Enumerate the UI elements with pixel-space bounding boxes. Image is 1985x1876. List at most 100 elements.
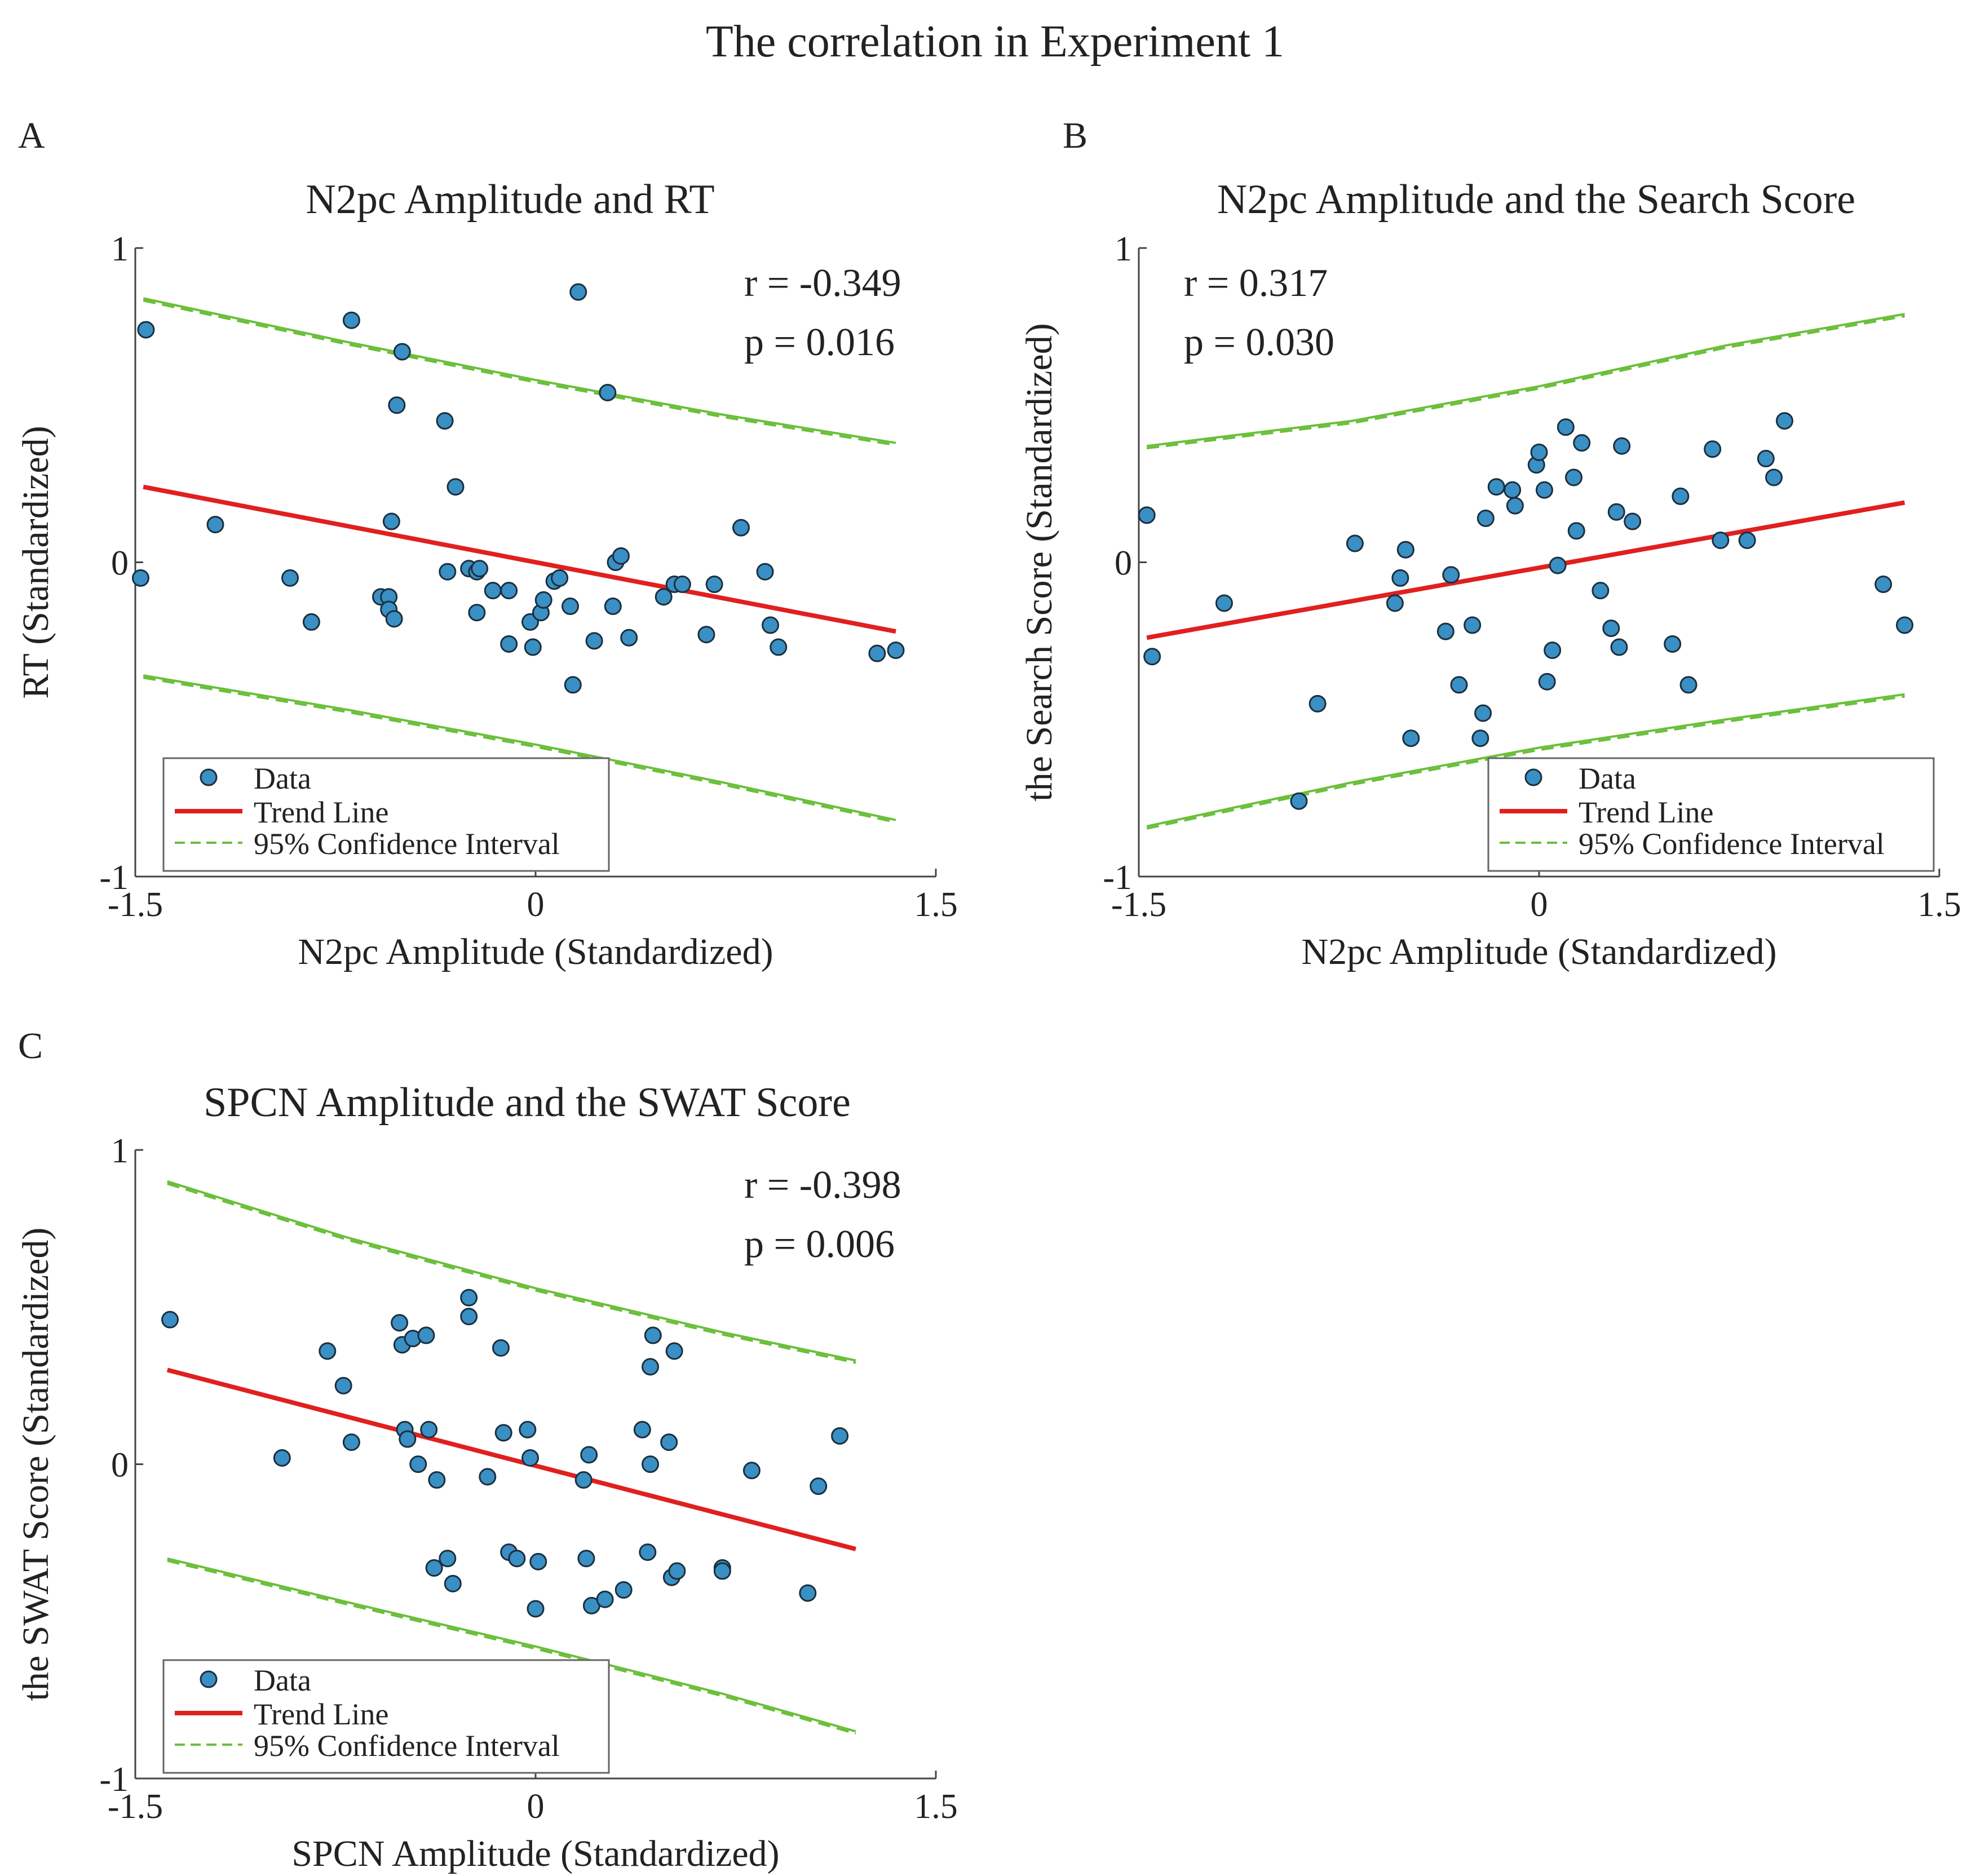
- x-axis-label: N2pc Amplitude (Standardized): [1301, 931, 1776, 972]
- data-point: [1565, 468, 1583, 486]
- data-point: [1664, 635, 1682, 653]
- data-point: [668, 1562, 686, 1580]
- data-point: [633, 1421, 651, 1439]
- data-point: [1215, 594, 1233, 612]
- ci-upper-line: [167, 1180, 856, 1362]
- data-point: [494, 1424, 512, 1442]
- data-point: [1591, 582, 1610, 600]
- panel-a-letter: A: [18, 115, 45, 156]
- y-tick-label: -1: [99, 859, 129, 897]
- data-point: [713, 1562, 731, 1580]
- data-point: [642, 1455, 660, 1473]
- data-point: [342, 311, 360, 329]
- data-point: [131, 569, 149, 587]
- ci-lower-dashed-line: [1146, 695, 1905, 830]
- data-point: [1757, 450, 1775, 468]
- data-point: [810, 1477, 828, 1496]
- data-point: [524, 638, 542, 656]
- data-point: [1506, 497, 1524, 515]
- data-point: [468, 604, 486, 622]
- legend-label: Trend Line: [254, 795, 389, 829]
- data-point: [521, 1449, 540, 1467]
- data-point: [604, 598, 622, 616]
- panel-c-title: SPCN Amplitude and the SWAT Score: [204, 1079, 851, 1126]
- legend-box: [162, 757, 610, 872]
- data-point: [161, 1311, 179, 1329]
- r-value: r = 0.317: [1184, 262, 1328, 305]
- data-point: [868, 644, 886, 662]
- data-point: [1504, 481, 1522, 499]
- y-tick-label: 0: [1115, 545, 1132, 583]
- data-point: [1450, 676, 1468, 694]
- data-point: [1474, 704, 1492, 722]
- data-point: [620, 629, 638, 647]
- r-value: r = -0.398: [744, 1163, 901, 1207]
- ci-upper-line: [143, 297, 896, 444]
- data-point: [1775, 412, 1793, 430]
- x-tick-label: 1.5: [914, 1787, 958, 1826]
- data-point: [342, 1433, 360, 1451]
- legend-label: Data: [254, 1663, 311, 1697]
- data-point: [1476, 509, 1495, 527]
- legend-label: 95% Confidence Interval: [254, 1729, 560, 1763]
- data-point: [577, 1550, 595, 1568]
- x-tick-label: 0: [527, 886, 545, 924]
- ci-upper-line: [1146, 313, 1905, 448]
- data-point: [644, 1326, 662, 1344]
- data-point: [1386, 594, 1404, 612]
- data-point: [500, 582, 518, 600]
- data-point: [484, 582, 502, 600]
- data-point: [770, 638, 788, 656]
- data-point: [564, 676, 582, 694]
- y-tick-label: 1: [111, 230, 129, 268]
- data-point: [1538, 672, 1556, 691]
- data-point: [732, 519, 750, 537]
- data-point: [574, 1471, 593, 1489]
- data-point: [334, 1377, 352, 1395]
- p-value: p = 0.016: [744, 321, 895, 364]
- data-point: [887, 641, 905, 660]
- data-point: [614, 1581, 633, 1599]
- data-point: [569, 283, 587, 301]
- data-point: [519, 1421, 537, 1439]
- ci-lower-dashed-line: [143, 676, 896, 824]
- data-point: [831, 1427, 849, 1445]
- data-point: [500, 635, 518, 653]
- data-point: [206, 516, 224, 534]
- y-axis-label: the SWAT Score (Standardized): [15, 1227, 56, 1701]
- data-point: [137, 321, 155, 339]
- ci-upper-dashed-line: [167, 1182, 856, 1364]
- data-point: [655, 588, 673, 606]
- data-point: [439, 1550, 457, 1568]
- legend-box: [162, 1659, 610, 1774]
- data-point: [585, 632, 603, 650]
- data-point: [1530, 443, 1548, 461]
- y-tick-label: 0: [111, 545, 129, 583]
- x-tick-label: 1.5: [914, 886, 958, 924]
- data-point: [399, 1430, 417, 1448]
- data-point: [1567, 522, 1585, 540]
- x-tick-label: 0: [1531, 886, 1548, 924]
- data-point: [1610, 638, 1628, 656]
- x-axis-label: SPCN Amplitude (Standardized): [291, 1833, 779, 1874]
- legend-data-marker: [200, 1670, 218, 1688]
- data-point: [762, 616, 780, 634]
- figure-title: The correlation in Experiment 1: [706, 17, 1284, 67]
- data-point: [534, 591, 552, 609]
- data-point: [1624, 512, 1642, 530]
- legend-data-marker: [200, 768, 218, 786]
- data-point: [492, 1339, 510, 1357]
- data-point: [1402, 729, 1420, 747]
- data-point: [1875, 576, 1893, 594]
- p-value: p = 0.006: [744, 1223, 895, 1266]
- data-point: [756, 563, 774, 581]
- y-tick-label: -1: [1103, 859, 1132, 897]
- panel-b-title: N2pc Amplitude and the Search Score: [1217, 176, 1855, 223]
- p-value: p = 0.030: [1184, 321, 1334, 364]
- x-tick-label: -1.5: [1111, 886, 1166, 924]
- trend-line: [166, 1368, 857, 1551]
- legend-box: [1487, 757, 1935, 872]
